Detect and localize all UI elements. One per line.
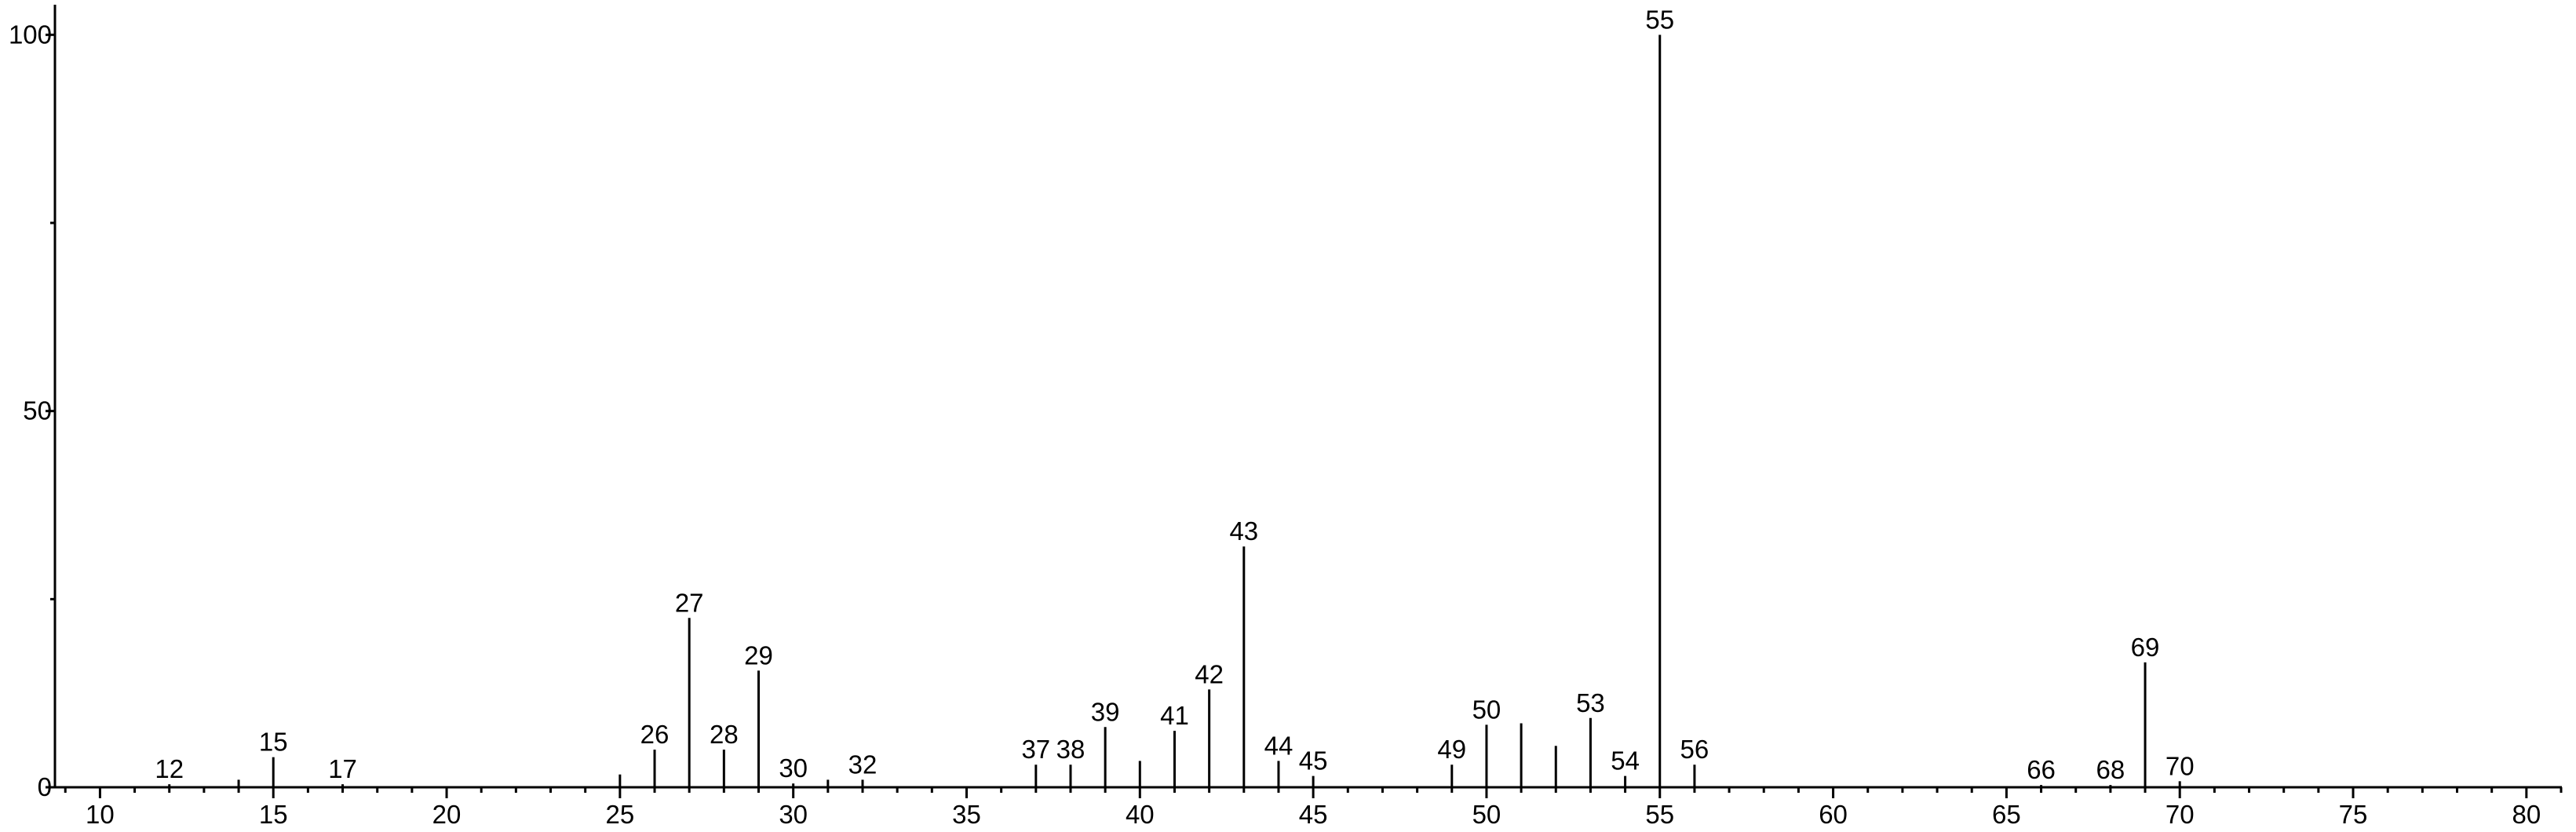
y-tick-label: 50 [23, 396, 52, 425]
x-tick-label: 70 [2166, 800, 2195, 829]
peak-label: 42 [1195, 659, 1224, 688]
peak-label: 37 [1021, 735, 1050, 764]
x-tick-label: 20 [432, 800, 462, 829]
x-tick-label: 30 [779, 800, 808, 829]
peak-label: 68 [2096, 755, 2125, 784]
x-tick-label: 35 [952, 800, 981, 829]
x-tick-label: 60 [1819, 800, 1848, 829]
x-tick-label: 45 [1299, 800, 1328, 829]
peak-label: 70 [2166, 751, 2195, 780]
x-tick-label: 55 [1645, 800, 1674, 829]
peak-label: 53 [1576, 688, 1605, 717]
peak-label: 26 [640, 720, 670, 749]
peak-label: 27 [675, 588, 704, 617]
peak-label: 50 [1472, 695, 1501, 724]
peak-label: 69 [2131, 633, 2160, 662]
x-tick-label: 15 [259, 800, 288, 829]
x-tick-label: 80 [2512, 800, 2541, 829]
peak-label: 39 [1091, 697, 1120, 726]
peak-label: 45 [1299, 746, 1328, 775]
peak-label: 41 [1160, 701, 1189, 730]
peak-label: 28 [710, 720, 739, 749]
peak-label: 66 [2027, 755, 2056, 784]
x-tick-label: 40 [1126, 800, 1155, 829]
peak-label: 43 [1229, 516, 1258, 546]
peak-label: 44 [1264, 731, 1293, 760]
peak-label: 30 [779, 754, 808, 783]
peak-label: 55 [1645, 5, 1674, 34]
peak-label: 56 [1680, 735, 1709, 764]
peak-label: 32 [848, 750, 878, 779]
peak-label: 29 [744, 640, 773, 670]
peak-label: 38 [1056, 735, 1085, 764]
peak-label: 54 [1611, 746, 1640, 775]
peak-label: 17 [328, 754, 357, 783]
x-tick-label: 75 [2339, 800, 2368, 829]
x-tick-label: 50 [1472, 800, 1501, 829]
x-tick-label: 10 [86, 800, 115, 829]
y-tick-label: 100 [9, 20, 52, 49]
x-tick-label: 25 [606, 800, 635, 829]
peak-label: 15 [259, 728, 288, 757]
peak-label: 49 [1437, 735, 1466, 764]
x-tick-label: 65 [1992, 800, 2021, 829]
peak-label: 12 [155, 754, 184, 783]
y-tick-label: 0 [38, 772, 52, 801]
